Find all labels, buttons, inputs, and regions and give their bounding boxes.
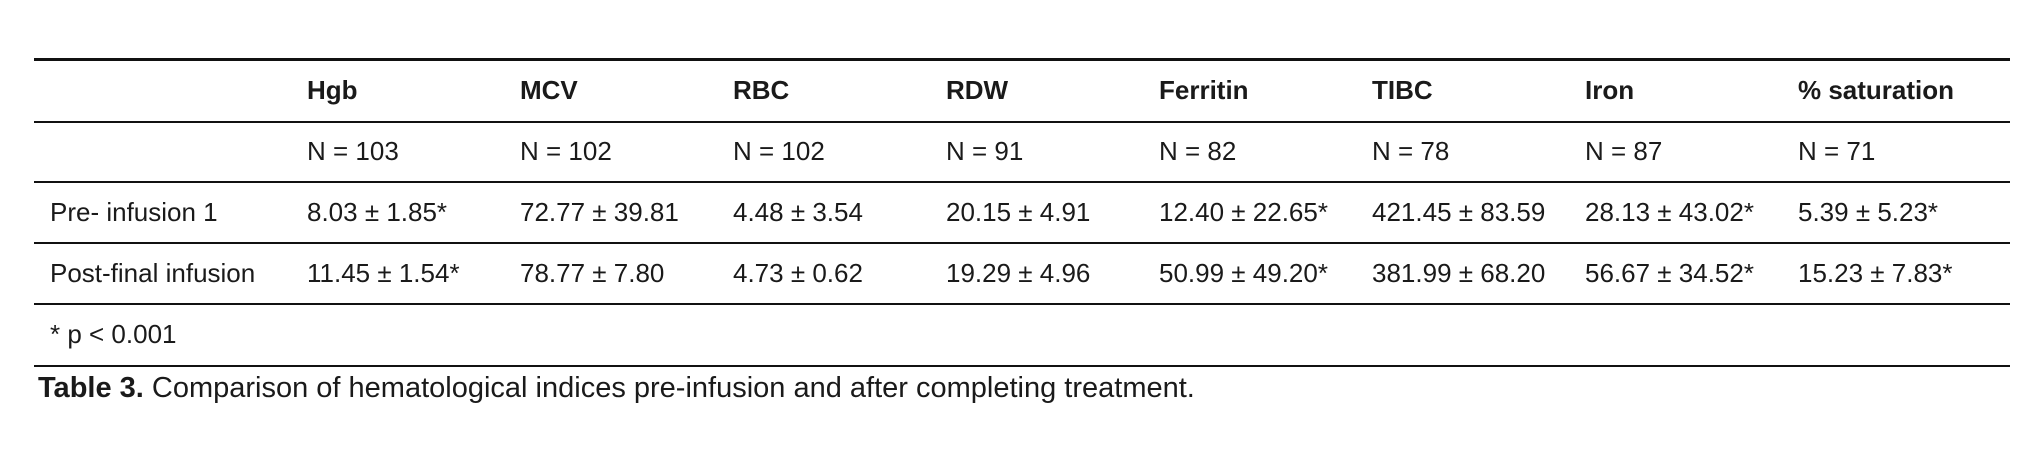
table-cell: 421.45 ± 83.59 [1372,196,1546,227]
data-table-container: Hgb MCV RBC RDW Ferritin TIBC Iron % sat… [34,58,2010,367]
table-cell: 381.99 ± 68.20 [1372,257,1546,288]
sample-size-cell: N = 103 [307,136,399,166]
row-label-cell: Pre- infusion 1 [50,196,218,227]
caption-text: Comparison of hematological indices pre-… [151,372,1195,404]
hematology-table: Hgb MCV RBC RDW Ferritin TIBC Iron % sat… [34,58,2010,367]
table-cell: 4.48 ± 3.54 [733,196,863,227]
sample-size-cell: N = 102 [520,136,612,166]
header-cell-empty [34,60,307,122]
sample-size-cell: N = 87 [1585,136,1663,166]
table-cell: 11.45 ± 1.54* [307,257,460,288]
table-cell: 8.03 ± 1.85* [307,196,448,227]
footnote-row: * p < 0.001 [34,303,2010,366]
sample-size-cell: N = 91 [946,136,1024,166]
header-cell-ferritin: Ferritin [1159,75,1249,106]
header-cell-mcv: MCV [520,75,578,106]
table-cell: 19.29 ± 4.96 [946,257,1091,288]
table-cell: 78.77 ± 7.80 [520,257,665,288]
header-cell-rbc: RBC [733,75,790,106]
sample-size-cell: N = 78 [1372,136,1450,166]
table-cell: 28.13 ± 43.02* [1585,196,1754,227]
table-cell: 15.23 ± 7.83* [1798,257,1953,288]
table-cell: 56.67 ± 34.52* [1585,257,1754,288]
header-cell-hgb: Hgb [307,75,358,106]
header-cell-saturation: % saturation [1798,75,1955,106]
sample-size-cell: N = 82 [1159,136,1237,166]
table-cell: 4.73 ± 0.62 [733,257,863,288]
sample-size-cell [34,122,307,182]
table-cell: 72.77 ± 39.81 [520,196,679,227]
header-row: Hgb MCV RBC RDW Ferritin TIBC Iron % sat… [34,59,2010,122]
sample-size-cell: N = 102 [733,136,825,166]
header-cell-iron: Iron [1585,75,1635,106]
table-cell: 20.15 ± 4.91 [946,196,1091,227]
sample-size-cell: N = 71 [1798,136,1876,166]
table-cell: 50.99 ± 49.20* [1159,257,1328,288]
row-label-cell: Post-final infusion [50,257,256,288]
header-cell-rdw: RDW [946,75,1009,106]
table-cell: 12.40 ± 22.65* [1159,196,1328,227]
table-caption: Table 3. Comparison of hematological ind… [38,372,1195,405]
footnote-text: * p < 0.001 [50,319,177,349]
caption-label: Table 3. [38,372,144,404]
header-cell-tibc: TIBC [1372,75,1433,106]
sample-size-row: N = 103 N = 102 N = 102 N = 91 N = 82 N … [34,121,2010,182]
table-row: Post-final infusion 11.45 ± 1.54* 78.77 … [34,242,2010,304]
table-cell: 5.39 ± 5.23* [1798,196,1939,227]
table-row: Pre- infusion 1 8.03 ± 1.85* 72.77 ± 39.… [34,181,2010,243]
